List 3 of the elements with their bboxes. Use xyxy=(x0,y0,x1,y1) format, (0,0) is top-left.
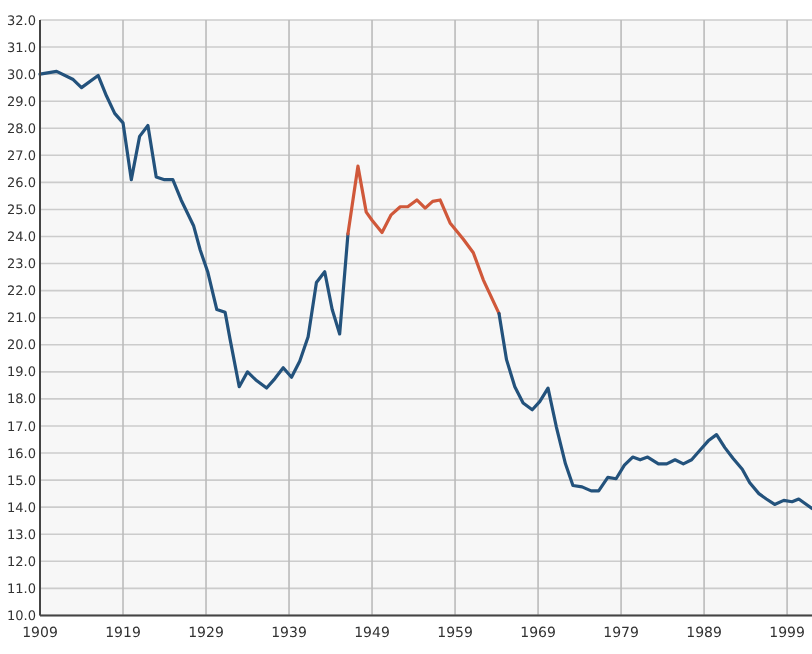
line-series xyxy=(346,164,501,316)
line-series xyxy=(497,312,812,511)
line-series xyxy=(38,69,350,390)
